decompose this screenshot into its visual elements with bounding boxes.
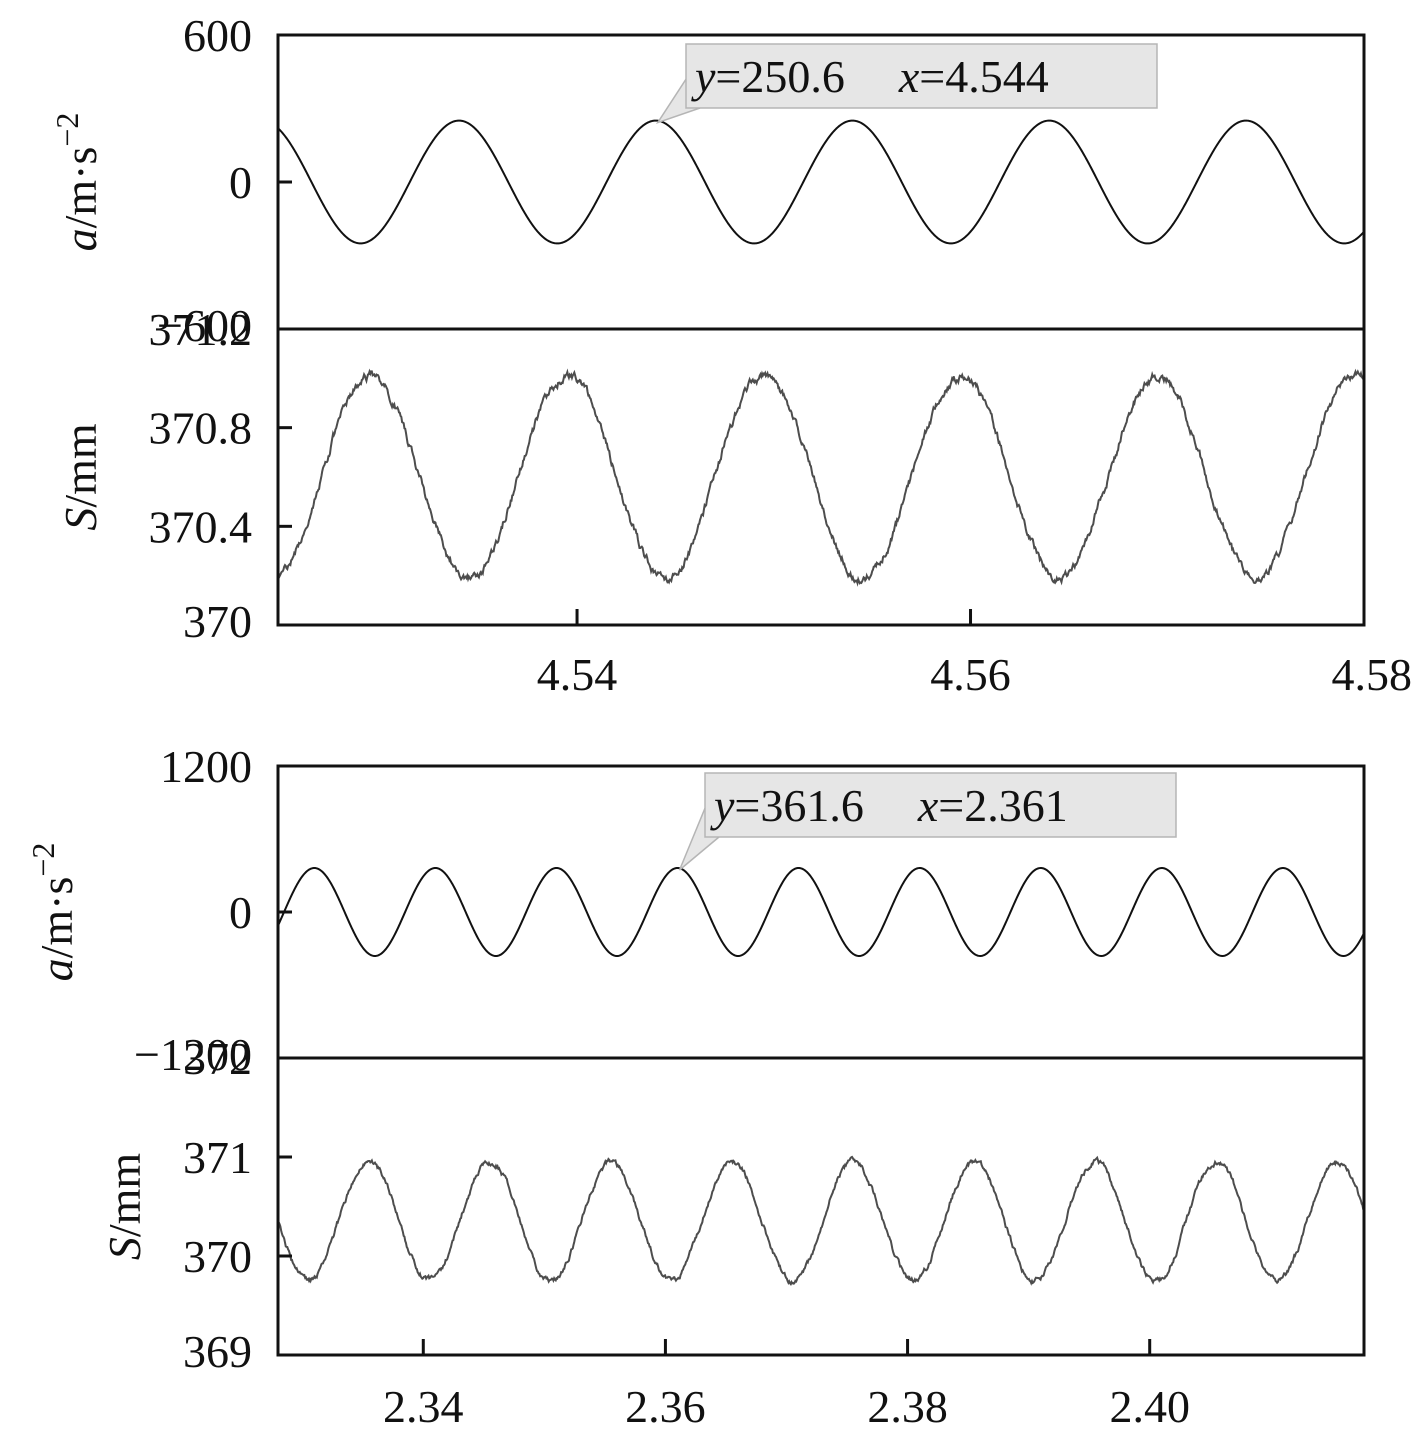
y-tick-label: 371.2 (149, 304, 253, 355)
series-line (277, 368, 1365, 587)
y-axis-title-exponent: −2 (49, 113, 85, 147)
x-tick-label: 2.34 (383, 1381, 464, 1432)
y-tick-label: 370 (183, 1231, 252, 1282)
y-axis-title: S/mm (99, 1153, 150, 1261)
y-tick-label: 0 (229, 157, 252, 208)
y-tick-label: 370 (183, 596, 252, 647)
y-axis-title-var: a (31, 958, 82, 981)
annotation-text: y=250.6 x=4.544 (691, 51, 1049, 102)
y-axis-title-unit: /m·s (31, 877, 82, 959)
panel-2-2: 372 371 370 369 S/mm (99, 1033, 1365, 1377)
x-tick-label: 2.40 (1109, 1381, 1190, 1432)
panel-1-1: 600 0 −600 a/m·s−2 y=250.6 x=4.544 (49, 10, 1365, 351)
x-tick-label: 4.58 (1332, 649, 1413, 700)
x-tick-label: 2.36 (625, 1381, 706, 1432)
annotation-y-value: =250.6 (715, 51, 844, 102)
series-line (277, 1155, 1365, 1287)
y-axis-title-unit: /mm (55, 423, 106, 508)
panel-1-2: 371.2 370.8 370.4 370 S/mm (55, 304, 1365, 647)
y-tick-label: −600 (157, 300, 252, 351)
annotation-x-value: =4.544 (919, 51, 1048, 102)
annotation-y-var: y (691, 51, 716, 102)
y-tick-label: 369 (183, 1326, 252, 1377)
chart-figure-2: 1200 0 −1200 a/m·s−2 y=361.6 x=2.361 372 371 370… (25, 741, 1366, 1432)
y-tick-label: 372 (183, 1033, 252, 1084)
annotation-x-var: x (917, 780, 939, 831)
y-tick-label: 1200 (160, 741, 252, 792)
x-tick-label: 2.38 (867, 1381, 948, 1432)
y-axis-title-var: S (99, 1237, 150, 1260)
plot-frame (276, 764, 1366, 1357)
annotation-box (685, 43, 1158, 109)
y-tick-label: 0 (229, 887, 252, 938)
y-axis-title: S/mm (55, 423, 106, 531)
annotation-box (704, 772, 1177, 838)
x-tick-label: 4.54 (537, 649, 618, 700)
annotation-x-var: x (898, 51, 920, 102)
series-line (277, 119, 1365, 245)
y-axis-title-var: S (55, 508, 106, 531)
panel-2-1: 1200 0 −1200 a/m·s−2 y=361.6 x=2.361 (25, 741, 1365, 1080)
y-tick-label: 370.8 (149, 403, 253, 454)
series-line (277, 867, 1365, 957)
y-tick-label: −1200 (134, 1029, 252, 1080)
annotation-y-var: y (710, 780, 735, 831)
y-tick-label: 370.4 (149, 501, 253, 552)
y-axis-title-exponent: −2 (25, 843, 61, 877)
y-axis-title-unit: /m·s (55, 147, 106, 229)
y-axis-title: a/m·s−2 (49, 113, 106, 252)
y-axis-title-unit: /mm (99, 1153, 150, 1238)
y-axis-title-var: a (55, 228, 106, 251)
annotation-y-value: =361.6 (734, 780, 863, 831)
x-tick-label: 4.56 (930, 649, 1011, 700)
annotation-text: y=361.6 x=2.361 (710, 780, 1068, 831)
annotation-x-value: =2.361 (938, 780, 1067, 831)
y-tick-label: 600 (183, 10, 252, 61)
y-tick-label: 371 (183, 1132, 252, 1183)
y-axis-title: a/m·s−2 (25, 843, 82, 982)
